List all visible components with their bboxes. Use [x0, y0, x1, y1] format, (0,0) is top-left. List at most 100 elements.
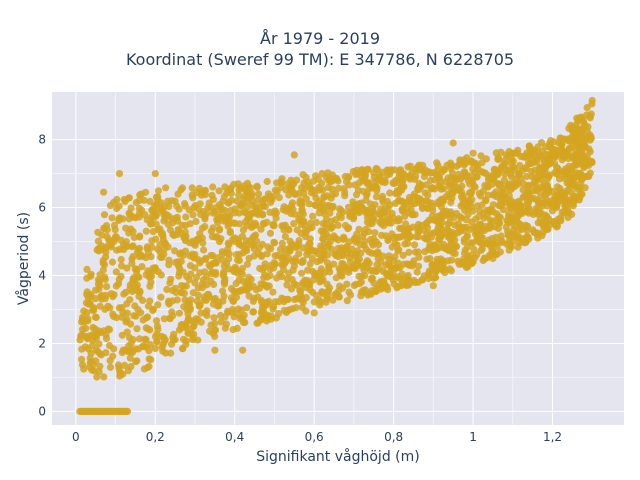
data-point [424, 191, 432, 199]
data-point [100, 261, 109, 269]
data-point [172, 288, 180, 297]
data-point [432, 267, 440, 275]
data-point [270, 239, 279, 247]
data-point [177, 324, 185, 332]
data-point [372, 238, 380, 246]
data-point [352, 191, 361, 199]
data-point [580, 163, 588, 171]
data-point [411, 241, 419, 249]
data-point [149, 305, 157, 313]
data-point [114, 280, 123, 288]
data-point [158, 206, 166, 214]
data-point [275, 194, 283, 202]
data-point [302, 307, 310, 315]
data-point [154, 187, 162, 195]
data-point [457, 259, 465, 267]
data-point [186, 262, 195, 270]
data-point [197, 210, 205, 219]
data-point [126, 296, 134, 304]
data-point [362, 245, 370, 253]
data-point [105, 235, 113, 244]
data-point [249, 234, 257, 242]
data-point [336, 205, 344, 213]
data-point [545, 151, 554, 159]
data-point [215, 226, 223, 234]
data-point [537, 209, 545, 217]
data-point [561, 167, 570, 175]
data-point [154, 301, 162, 309]
data-point [167, 275, 175, 283]
data-point [306, 260, 314, 268]
data-point [204, 204, 212, 212]
data-point [395, 168, 403, 176]
data-point [299, 218, 307, 226]
data-point [422, 235, 430, 243]
data-point [276, 245, 285, 253]
data-point [400, 275, 408, 283]
data-point [113, 195, 121, 204]
data-point [327, 223, 335, 231]
data-point [418, 198, 426, 206]
zero-period-point [123, 407, 132, 415]
data-point [482, 197, 490, 205]
data-point [523, 222, 532, 230]
data-point [306, 286, 314, 294]
data-point [142, 314, 150, 322]
data-point [579, 142, 587, 150]
data-point [278, 239, 286, 247]
data-point [138, 252, 147, 260]
data-point [258, 199, 267, 207]
y-tick-label: 8 [38, 133, 46, 147]
data-point [542, 225, 550, 233]
data-point [414, 233, 422, 241]
data-point [137, 309, 145, 317]
data-point [230, 287, 238, 295]
data-point [287, 210, 295, 218]
data-point [133, 265, 141, 273]
data-point [232, 251, 240, 259]
data-point [379, 168, 387, 176]
data-point [331, 190, 340, 198]
data-point [242, 237, 250, 245]
data-point [569, 181, 578, 189]
data-point [423, 204, 432, 213]
data-point [401, 212, 409, 220]
data-point [286, 237, 294, 245]
data-point [399, 251, 407, 259]
data-point [270, 220, 278, 228]
data-point [82, 324, 90, 332]
outlier-point [489, 254, 497, 263]
data-point [197, 309, 205, 317]
data-point [502, 186, 510, 195]
data-point [234, 310, 242, 318]
data-point [385, 215, 394, 224]
data-point [240, 182, 248, 190]
data-point [513, 233, 521, 241]
data-point [540, 180, 548, 188]
data-point [158, 253, 166, 261]
data-point [358, 204, 366, 212]
data-point [507, 173, 516, 181]
data-point [355, 255, 363, 263]
data-point [396, 224, 404, 232]
data-point [482, 240, 490, 248]
chart-title: År 1979 - 2019 Koordinat (Sweref 99 TM):… [0, 28, 640, 70]
data-point [423, 219, 431, 227]
data-point [257, 225, 265, 233]
data-point [475, 238, 483, 246]
data-point [120, 195, 128, 204]
data-point [302, 233, 310, 241]
data-point [449, 249, 457, 257]
data-point [368, 204, 377, 212]
data-point [135, 204, 143, 212]
data-point [423, 255, 431, 263]
data-point [509, 214, 517, 222]
outlier-point [151, 344, 159, 353]
data-point [361, 237, 369, 245]
data-point [380, 279, 388, 287]
data-point [226, 228, 234, 237]
data-point [310, 298, 318, 306]
data-point [572, 169, 580, 177]
data-point [587, 134, 595, 142]
data-point [248, 241, 256, 249]
